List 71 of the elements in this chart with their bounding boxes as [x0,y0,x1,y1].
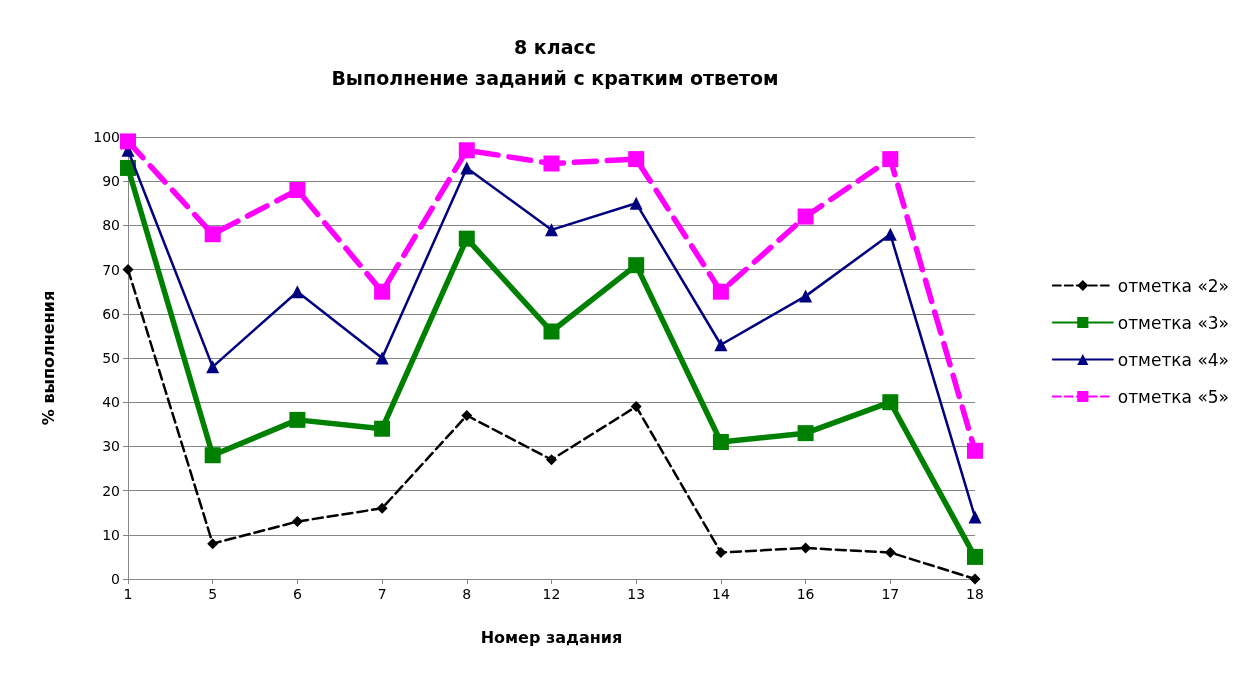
point [712,433,729,450]
point [543,155,560,172]
point [458,230,475,247]
point [206,360,220,374]
point [204,226,221,243]
legend-label: отметка «4» [1117,349,1230,370]
point [120,133,136,150]
point [883,227,897,241]
y-tick-label: 10 [102,526,120,543]
point [797,208,814,225]
point [458,142,475,159]
legend-label: отметка «3» [1117,312,1230,333]
point [797,425,814,442]
legend-label: отметка «5» [1117,386,1230,407]
point [204,447,221,464]
point [545,223,558,237]
point [374,420,391,437]
point [629,196,643,210]
point [714,338,728,352]
y-tick-label: 40 [102,394,120,411]
y-tick-label: 60 [102,305,120,322]
x-tick-label: 5 [208,586,218,602]
y-tick-label: 20 [102,482,120,499]
point [712,283,729,300]
point [969,573,981,585]
point [461,409,473,421]
x-tick-label: 17 [881,586,900,602]
y-tick-label: 90 [102,173,120,190]
x-tick-label: 12 [542,586,561,602]
point [374,283,391,300]
point [630,401,642,413]
point [376,502,388,514]
point [628,151,645,168]
x-tick-label: 13 [627,586,646,602]
point [543,323,560,340]
point [799,289,813,303]
x-tick-label: 18 [966,586,984,602]
y-tick-label: 0 [111,571,120,587]
chart-subtitle: Выполнение заданий с кратким ответом [331,66,779,89]
x-tick-label: 1 [123,586,133,602]
x-axis-title: Номер задания [480,627,623,647]
y-tick-label: 80 [102,217,120,234]
point [546,454,557,466]
point [967,442,983,459]
point [967,548,983,565]
point [884,546,896,558]
point [289,182,306,199]
x-tick-label: 6 [292,586,302,602]
point [460,161,474,175]
point [375,351,389,365]
point [968,510,982,524]
point [715,546,727,558]
y-tick-label: 100 [93,129,120,145]
point [207,538,219,550]
x-tick-label: 14 [711,586,730,602]
chart-title: 8 класс [514,35,596,58]
x-tick-label: 8 [462,586,472,602]
y-axis-title: % выполнения [38,290,58,426]
point [289,411,306,428]
point [122,264,134,276]
point [628,257,645,274]
x-tick-label: 16 [796,586,815,602]
point [882,394,899,411]
point [290,285,304,299]
y-tick-label: 50 [102,350,120,366]
legend-label: отметка «2» [1117,275,1230,296]
y-tick-label: 70 [102,261,120,278]
point [882,151,899,168]
y-tick-label: 30 [102,438,120,455]
x-tick-label: 7 [377,586,387,602]
point [291,516,303,528]
